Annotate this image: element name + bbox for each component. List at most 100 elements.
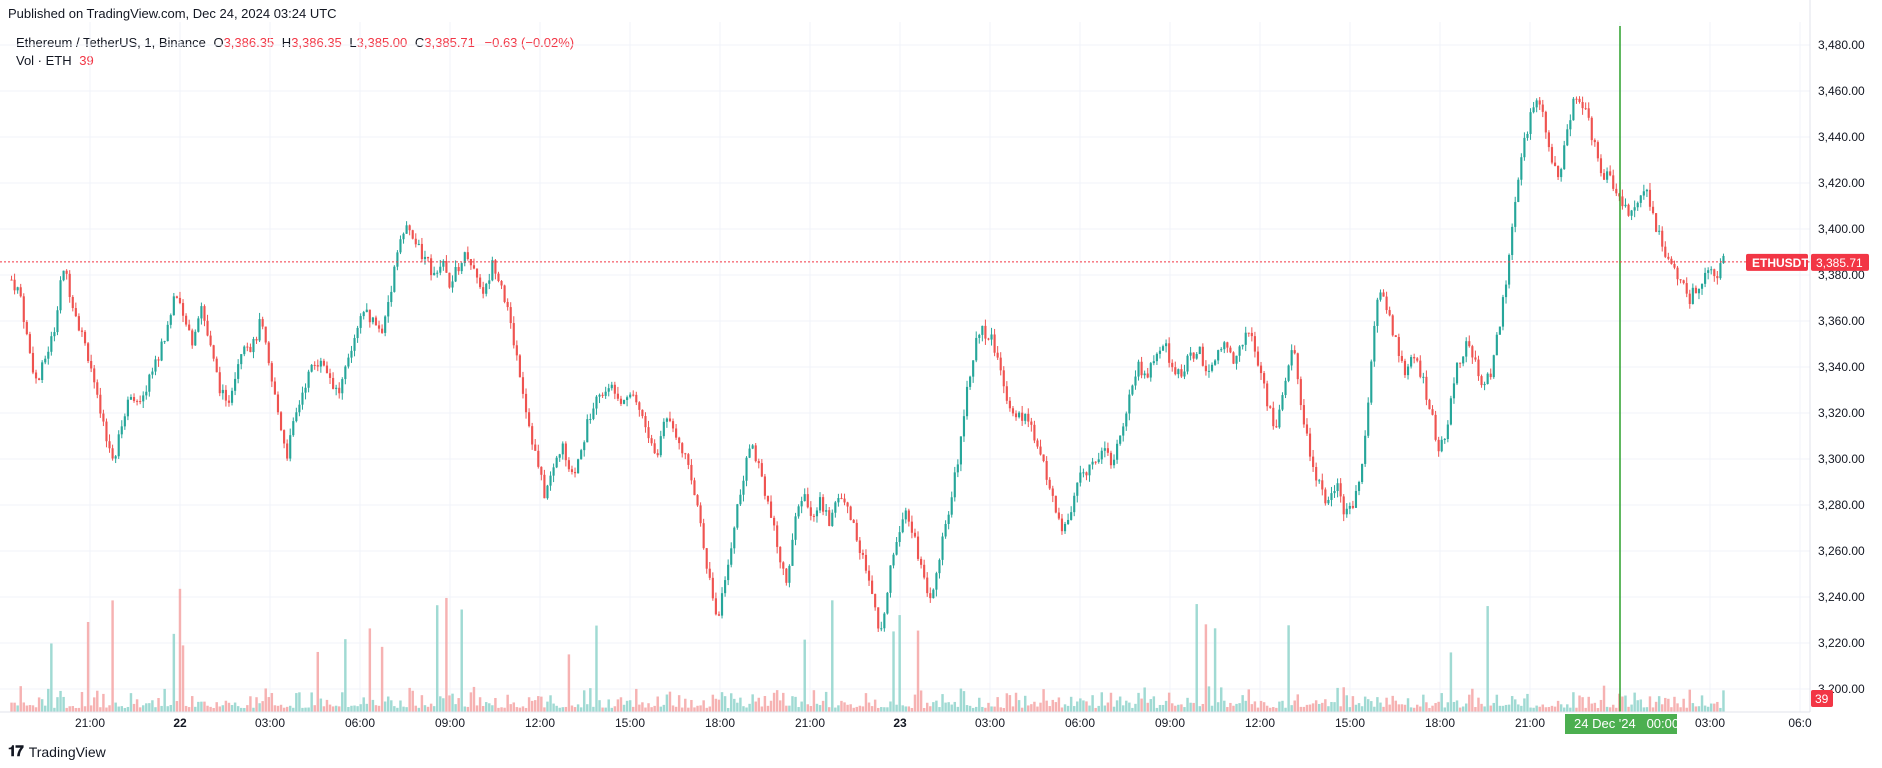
volume-bar <box>883 707 886 712</box>
candle-body <box>463 252 466 264</box>
volume-bar <box>1673 696 1676 712</box>
candle-body <box>684 453 687 455</box>
candle-body <box>1235 355 1238 364</box>
candle-body <box>200 306 203 319</box>
volume-bar <box>846 704 849 712</box>
volume-bar <box>1682 698 1685 712</box>
volume-bar <box>83 706 87 712</box>
volume-bar <box>1048 706 1051 712</box>
volume-bar <box>59 690 62 712</box>
candle-body <box>828 510 831 526</box>
candle-body <box>224 389 227 401</box>
candle-body <box>50 336 53 352</box>
volume-bar <box>849 704 852 712</box>
volume-bar <box>1391 695 1394 712</box>
candle-body <box>552 467 555 476</box>
candle-body <box>335 387 338 389</box>
volume-bar <box>913 694 917 712</box>
volume-bar <box>843 702 846 712</box>
candle-body <box>1361 463 1364 482</box>
volume-bar <box>840 700 843 712</box>
volume-bar <box>28 705 32 712</box>
volume-bar <box>1265 705 1269 712</box>
volume-bar <box>965 705 969 712</box>
volume-bar <box>1036 706 1039 712</box>
candle-body <box>769 501 773 518</box>
volume-label[interactable]: Vol · ETH <box>16 53 72 68</box>
candle-body <box>1578 98 1581 103</box>
candle-body <box>1192 352 1195 359</box>
volume-bar <box>117 706 120 712</box>
candle-body <box>965 386 969 417</box>
volume-bar <box>742 706 745 712</box>
candle-body <box>1253 336 1256 352</box>
candle-body <box>895 542 898 555</box>
volume-bar <box>628 700 632 712</box>
volume-bar <box>1259 700 1263 712</box>
candle-body <box>479 277 482 288</box>
volume-bar <box>166 706 169 712</box>
candle-body <box>987 338 990 340</box>
candle-body <box>1394 335 1397 337</box>
volume-bar <box>1014 692 1018 712</box>
volume-bar <box>533 700 537 712</box>
volume-bar <box>1449 652 1453 712</box>
volume-bar <box>160 705 163 712</box>
volume-bar <box>1278 701 1281 712</box>
volume-bar <box>959 688 963 712</box>
candle-body <box>77 316 80 331</box>
candle-body <box>632 394 635 396</box>
volume-bar <box>393 706 396 712</box>
price-axis: 3,200.003,220.003,240.003,260.003,280.00… <box>1818 38 1865 696</box>
candle-body <box>699 505 702 524</box>
candle-body <box>736 504 739 528</box>
volume-bar <box>518 707 522 712</box>
candle-body <box>773 517 776 526</box>
candle-body <box>1002 370 1005 387</box>
volume-bar <box>671 705 675 712</box>
volume-bar <box>270 693 274 712</box>
volume-bar <box>922 707 926 712</box>
candle-body <box>482 287 485 294</box>
candle-body <box>1106 448 1109 453</box>
crosshair-time-badge: 24 Dec '24 00:00 <box>1565 714 1679 734</box>
candle-body <box>1039 446 1042 455</box>
volume-bar <box>1112 706 1116 712</box>
volume-bar <box>469 692 473 712</box>
price-chart[interactable]: 3,200.003,220.003,240.003,260.003,280.00… <box>0 0 1882 740</box>
time-tick-label: 12:00 <box>525 716 555 730</box>
volume-bar <box>472 686 476 712</box>
volume-bar <box>733 698 736 712</box>
volume-bar <box>1137 692 1140 712</box>
candle-body <box>1207 370 1211 372</box>
volume-bar <box>445 597 448 712</box>
volume-bar <box>74 707 78 712</box>
volume-bar <box>555 705 558 712</box>
candle-body <box>1011 408 1015 414</box>
volume-bar <box>925 702 929 712</box>
candle-body <box>227 400 231 403</box>
volume-bar <box>638 704 641 712</box>
candle-body <box>276 394 280 413</box>
volume-bar <box>200 701 203 712</box>
volume-bar <box>1066 705 1070 712</box>
volume-bar <box>475 705 479 712</box>
candle-body <box>157 359 160 361</box>
high-label: H <box>281 35 292 50</box>
volume-bar <box>1578 695 1581 712</box>
volume-bar <box>285 706 289 712</box>
tradingview-footer[interactable]: 𝟏𝟕 TradingView <box>8 743 106 760</box>
volume-bar <box>653 705 656 712</box>
candle-body <box>399 239 402 253</box>
candle-body <box>87 343 90 361</box>
volume-bar <box>1091 695 1094 712</box>
candle-body <box>1305 424 1309 434</box>
symbol-label[interactable]: Ethereum / TetherUS, 1, Binance <box>16 35 206 50</box>
candle-body <box>1584 108 1587 110</box>
candle-body <box>1259 365 1263 374</box>
candle-body <box>1302 405 1305 425</box>
volume-bar <box>1504 704 1508 712</box>
candle-body <box>871 580 874 594</box>
candle-body <box>1214 360 1217 365</box>
candle-body <box>1308 433 1312 457</box>
